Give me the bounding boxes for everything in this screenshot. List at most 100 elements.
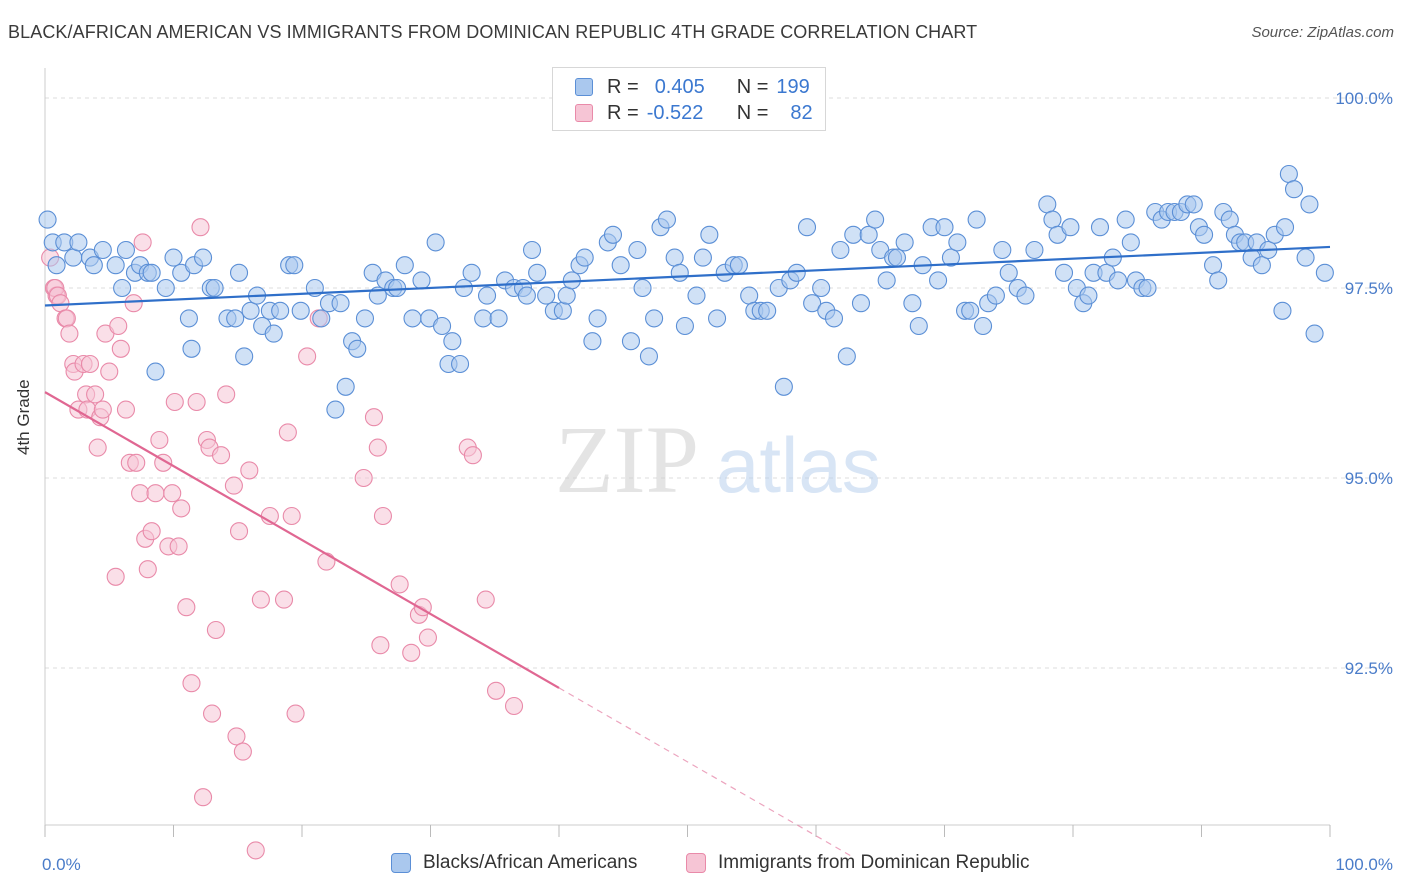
black-point [156,278,175,298]
black-point [69,233,88,252]
black-point [1054,263,1074,282]
dominican-point [133,233,152,252]
black-point [1209,271,1228,290]
y-tick-labels: 100.0% 97.5% 95.0% 92.5% [1335,89,1393,678]
black-point [999,263,1018,282]
black-point [1184,195,1203,214]
dominican-point [418,628,437,647]
black-point [517,286,536,305]
black-point [164,248,183,267]
dominican-point [100,362,119,381]
black-point [675,316,694,336]
dominican-point [364,408,384,427]
black-point [1279,164,1298,184]
dominican-point [177,598,196,617]
watermark-atlas: atlas [716,421,881,509]
black-point [1275,218,1295,237]
dominican-point [368,438,387,457]
dominican-point [206,620,225,640]
black-point [787,263,806,282]
black-point [628,240,647,260]
dominican-point [390,575,409,594]
y-tick-label: 97.5% [1345,279,1393,298]
black-point [1116,210,1135,229]
black-point [47,256,66,275]
dominican-point [106,567,125,586]
black-point [1108,271,1128,290]
black-point [489,309,508,328]
black-point [993,240,1012,260]
black-point [948,233,967,252]
dominican-point [191,218,210,237]
bottom-legend-label: Immigrants from Dominican Republic [718,852,1030,873]
black-point [264,324,283,343]
dominican-point [217,385,236,404]
dominican-point [233,742,252,761]
legend-row-black: R = 0.405 N = 199 [575,75,810,99]
legend-n-label: N = [736,75,769,98]
black-point [226,309,245,328]
trend-line-dominican-extension [558,687,855,859]
black-point [611,256,630,275]
y-tick-label: 100.0% [1335,89,1393,108]
dominican-point [317,552,336,571]
trend-lines [44,245,1331,859]
watermark-zip: ZIP [555,406,699,513]
black-point [235,347,254,366]
black-point [941,248,960,267]
black-point [1315,263,1334,282]
black-point [909,316,928,336]
black-point [474,309,493,328]
black-point [812,278,831,298]
dominican-point [354,468,373,488]
gridlines [45,97,1392,669]
black-point [1090,218,1110,237]
black-point [412,271,431,290]
black-point [740,286,759,305]
series-black-points [38,164,1334,419]
black-point [895,233,914,252]
black-point [1296,248,1315,267]
dominican-point [227,727,246,746]
legend-r-value: 0.405 [654,75,705,98]
black-point [670,263,689,282]
black-point [665,248,684,267]
black-point [477,286,497,305]
dominican-point [402,643,421,662]
black-point [588,309,607,328]
x-tick-label: 100.0% [1335,855,1393,874]
black-point [1273,301,1292,320]
dominican-point [111,339,130,358]
black-point [38,210,57,229]
black-point [1061,218,1080,237]
dominican-point [60,324,79,343]
legend-n-value: 199 [776,75,810,98]
dominican-point [504,696,524,716]
dominican-point [165,392,184,412]
legend-r-label: R = [607,101,639,124]
black-point [553,301,572,320]
black-point [729,256,748,275]
bottom-legend-dominican: Immigrants from Dominican Republic [686,852,1030,874]
dominican-point [463,446,482,465]
black-point [603,225,623,244]
black-point [887,248,907,267]
black-point [522,240,542,260]
black-point [433,316,452,336]
black-point [116,240,136,260]
dominican-point [86,385,105,404]
dominican-point [146,484,165,503]
dominican-point [80,354,100,374]
bottom-legend-label: Blacks/African Americans [423,852,638,873]
black-point [774,377,793,396]
dominican-point [57,309,76,328]
black-point [1300,195,1319,214]
black-point [241,301,260,320]
dominican-point [138,560,157,579]
y-axis-title: 4th Grade [14,379,33,455]
black-point [1025,240,1044,260]
black-point [179,309,198,328]
chart-source: Source: ZipAtlas.com [1251,24,1394,41]
legend-swatch-blue [575,78,593,96]
legend-row-dominican: R = -0.522 N = 82 [575,101,813,125]
